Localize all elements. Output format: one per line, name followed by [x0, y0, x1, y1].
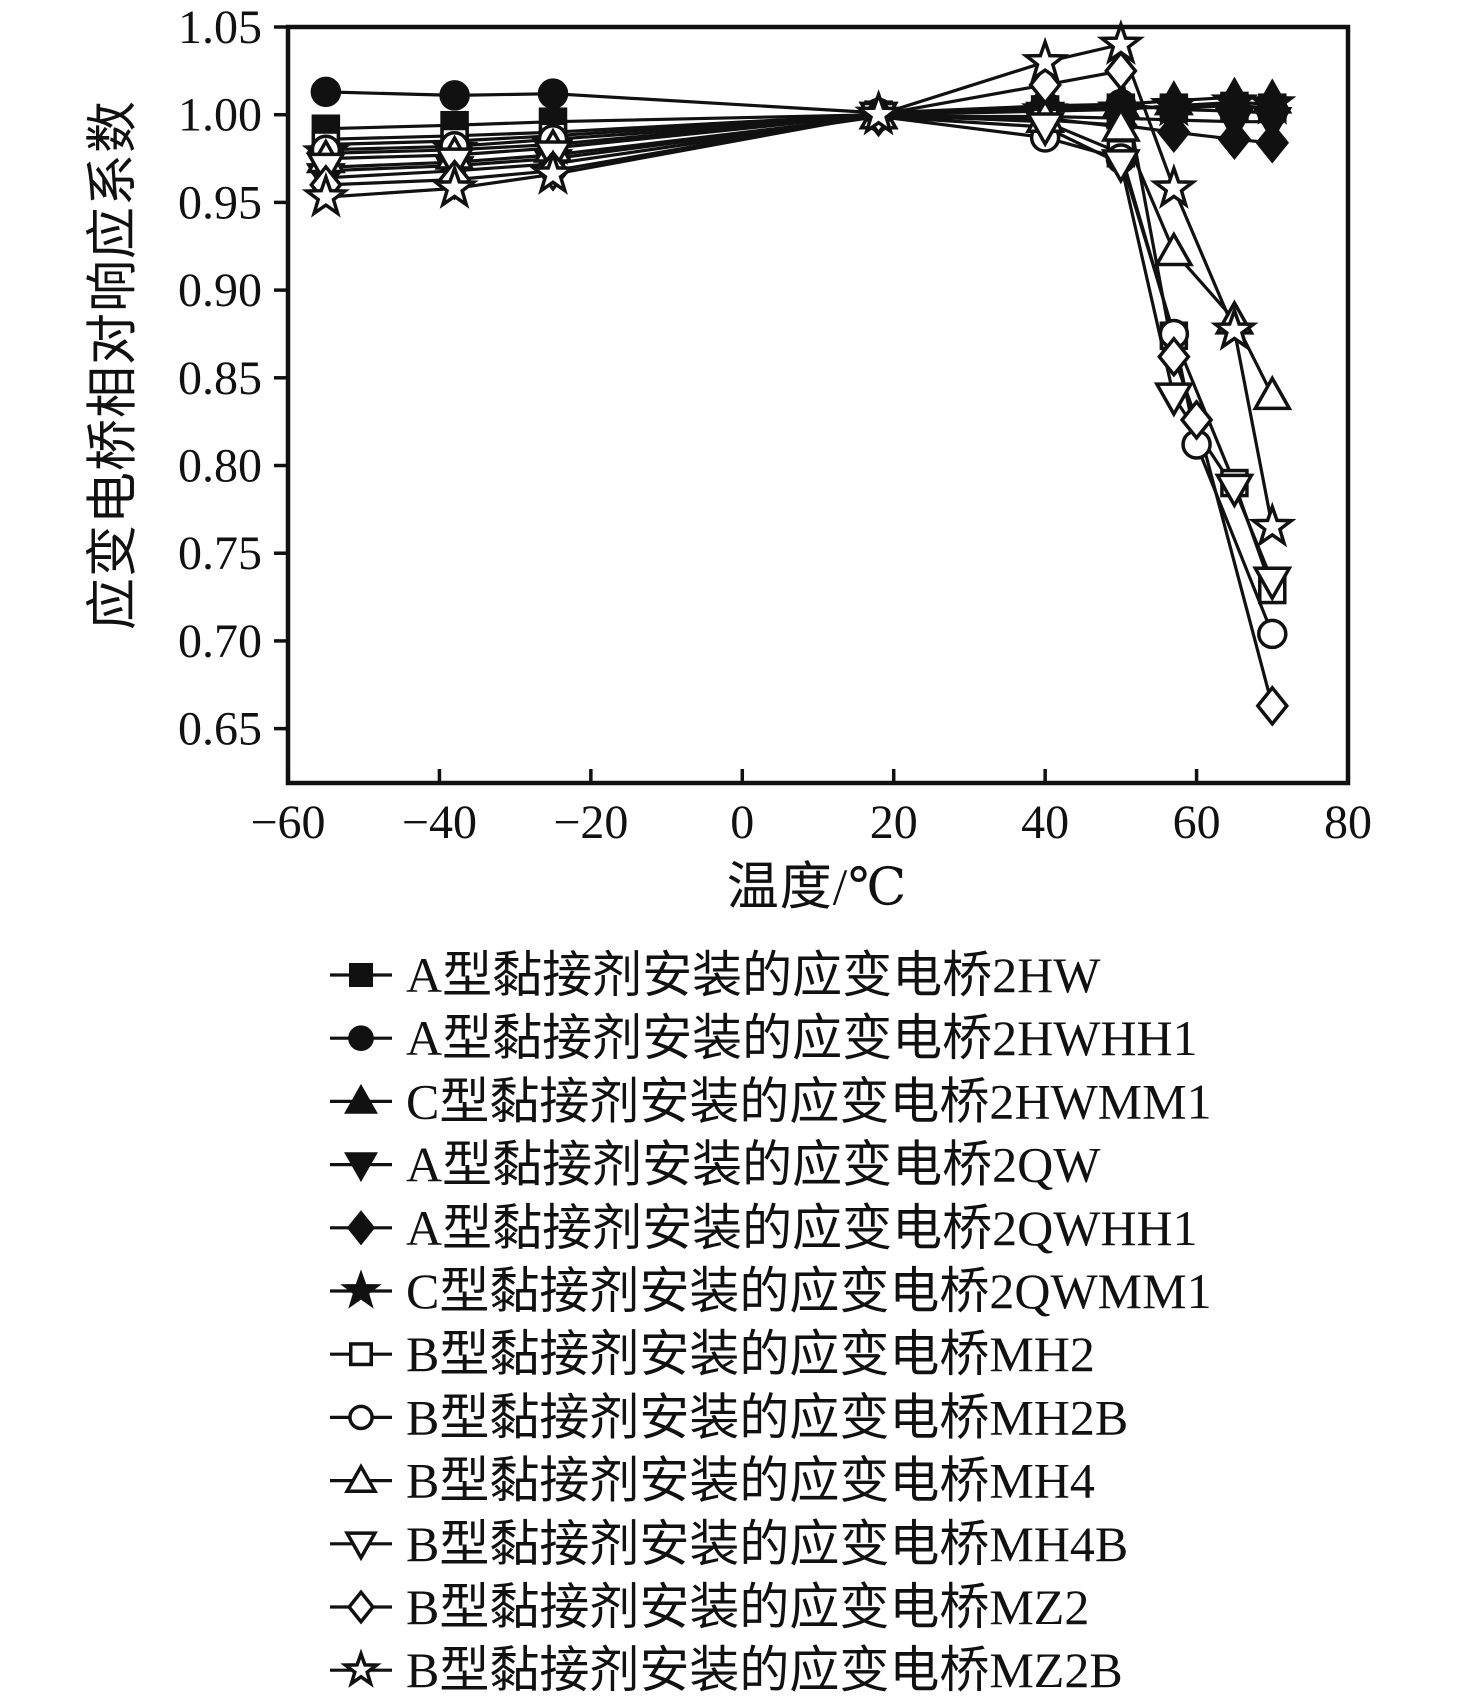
legend-item-B型黏接剂安装的应变电桥MZ2B: B型黏接剂安装的应变电桥MZ2B — [330, 1642, 1123, 1698]
filled-circle-marker — [537, 78, 569, 109]
open-star-marker — [1021, 36, 1070, 83]
open-star-marker — [301, 171, 350, 218]
filled-star-marker — [1149, 80, 1198, 127]
open-circle-marker — [1257, 618, 1288, 650]
legend-label: C型黏接剂安装的应变电桥2QWMM1 — [406, 1263, 1212, 1319]
legend-label: B型黏接剂安装的应变电桥MH4B — [406, 1516, 1128, 1572]
open-star-marker — [1210, 305, 1259, 351]
filled-circle-marker — [439, 80, 470, 111]
legend-item-B型黏接剂安装的应变电桥MH2B: B型黏接剂安装的应变电桥MH2B — [330, 1389, 1128, 1445]
series-B型黏接剂安装的应变电桥MH2B — [325, 114, 1274, 635]
legend-item-B型黏接剂安装的应变电桥MZ2: B型黏接剂安装的应变电桥MZ2 — [330, 1579, 1089, 1635]
legend-label: A型黏接剂安装的应变电桥2QWHH1 — [406, 1200, 1198, 1256]
x-tick-label: 0 — [730, 796, 754, 849]
legend-label: B型黏接剂安装的应变电桥MH4 — [406, 1453, 1095, 1509]
y-tick-label: 0.65 — [178, 703, 262, 756]
open-triangle-up-marker — [344, 1463, 378, 1494]
open-star-marker — [1096, 19, 1145, 66]
open-triangle-down-marker — [1025, 112, 1066, 148]
filled-square-marker — [349, 963, 373, 987]
x-tick-label: 20 — [870, 796, 918, 849]
legend-label: A型黏接剂安装的应变电桥2HW — [406, 947, 1101, 1003]
filled-diamond-marker — [1217, 118, 1252, 161]
open-diamond-marker — [1157, 335, 1191, 378]
legend-item-B型黏接剂安装的应变电桥MH4B: B型黏接剂安装的应变电桥MH4B — [330, 1516, 1128, 1572]
filled-star-marker — [340, 1269, 382, 1309]
filled-circle-marker — [348, 1025, 374, 1052]
y-tick-label: 0.95 — [178, 176, 262, 229]
open-diamond-marker — [1104, 50, 1138, 92]
filled-diamond-marker — [346, 1210, 376, 1246]
open-triangle-up-marker — [1100, 106, 1141, 142]
legend-label: A型黏接剂安装的应变电桥2QW — [406, 1137, 1101, 1193]
x-tick-label: −20 — [553, 796, 628, 849]
open-star-marker — [340, 1648, 382, 1688]
legend-item-B型黏接剂安装的应变电桥MH4: B型黏接剂安装的应变电桥MH4 — [330, 1453, 1095, 1509]
open-triangle-up-marker — [1252, 374, 1293, 411]
open-triangle-down-marker — [1153, 382, 1194, 418]
legend-label: A型黏接剂安装的应变电桥2HWHH1 — [406, 1010, 1198, 1066]
legend-label: B型黏接剂安装的应变电桥MH2B — [406, 1389, 1128, 1445]
filled-diamond-marker — [1255, 121, 1290, 164]
legend-label: C型黏接剂安装的应变电桥2HWMM1 — [406, 1073, 1212, 1129]
y-tick-label: 0.80 — [178, 440, 262, 493]
series-line — [325, 114, 1274, 635]
y-tick-label: 1.00 — [178, 89, 262, 142]
legend-item-B型黏接剂安装的应变电桥MH2: B型黏接剂安装的应变电桥MH2 — [330, 1326, 1095, 1382]
open-star-marker — [1248, 501, 1297, 548]
y-axis-title: 应变电桥相对响应系数 — [85, 99, 143, 631]
open-star-marker — [528, 148, 578, 195]
x-tick-label: 40 — [1021, 796, 1069, 849]
y-tick-label: 0.75 — [178, 527, 262, 580]
filled-star-marker — [1210, 77, 1259, 123]
open-diamond-marker — [1255, 685, 1290, 727]
open-diamond-marker — [346, 1589, 376, 1625]
filled-triangle-up-marker — [344, 1083, 378, 1114]
open-triangle-down-marker — [1100, 149, 1141, 185]
y-tick-label: 0.85 — [178, 352, 262, 405]
legend-item-A型黏接剂安装的应变电桥2HW: A型黏接剂安装的应变电桥2HW — [330, 947, 1101, 1003]
open-square-marker — [349, 1342, 373, 1367]
x-tick-label: 60 — [1173, 796, 1221, 849]
open-star-marker — [430, 163, 479, 209]
legend-label: B型黏接剂安装的应变电桥MZ2 — [406, 1579, 1089, 1635]
plot-border — [285, 24, 1351, 786]
legend-label: B型黏接剂安装的应变电桥MZ2B — [406, 1642, 1123, 1698]
open-triangle-down-marker — [1214, 473, 1255, 509]
legend-item-A型黏接剂安装的应变电桥2QW: A型黏接剂安装的应变电桥2QW — [330, 1137, 1101, 1193]
open-star-marker — [854, 89, 903, 136]
filled-diamond-marker — [1157, 111, 1191, 154]
y-tick-label: 1.05 — [178, 1, 262, 54]
open-circle-marker — [348, 1404, 374, 1431]
legend-item-A型黏接剂安装的应变电桥2QWHH1: A型黏接剂安装的应变电桥2QWHH1 — [330, 1200, 1198, 1256]
filled-triangle-down-marker — [344, 1152, 378, 1183]
legend-item-C型黏接剂安装的应变电桥2HWMM1: C型黏接剂安装的应变电桥2HWMM1 — [330, 1073, 1212, 1129]
x-axis-title: 温度/℃ — [726, 859, 908, 917]
open-triangle-down-marker — [344, 1531, 378, 1562]
y-tick-label: 0.70 — [178, 615, 262, 668]
open-triangle-up-marker — [1153, 230, 1194, 267]
open-triangle-down-marker — [1252, 566, 1293, 602]
x-tick-label: −40 — [402, 796, 477, 849]
series-markers-B型黏接剂安装的应变电桥MZ2B — [301, 19, 1297, 548]
x-tick-label: 80 — [1324, 796, 1372, 849]
open-diamond-marker — [1179, 399, 1214, 441]
y-tick-label: 0.90 — [178, 264, 262, 317]
filled-star-marker — [1248, 78, 1297, 125]
filled-circle-marker — [310, 76, 342, 108]
x-tick-label: −60 — [250, 796, 325, 849]
legend-item-A型黏接剂安装的应变电桥2HWHH1: A型黏接剂安装的应变电桥2HWHH1 — [330, 1010, 1198, 1066]
open-star-marker — [1149, 163, 1198, 209]
legend-item-C型黏接剂安装的应变电桥2QWMM1: C型黏接剂安装的应变电桥2QWMM1 — [330, 1263, 1212, 1319]
legend-label: B型黏接剂安装的应变电桥MH2 — [406, 1326, 1095, 1382]
